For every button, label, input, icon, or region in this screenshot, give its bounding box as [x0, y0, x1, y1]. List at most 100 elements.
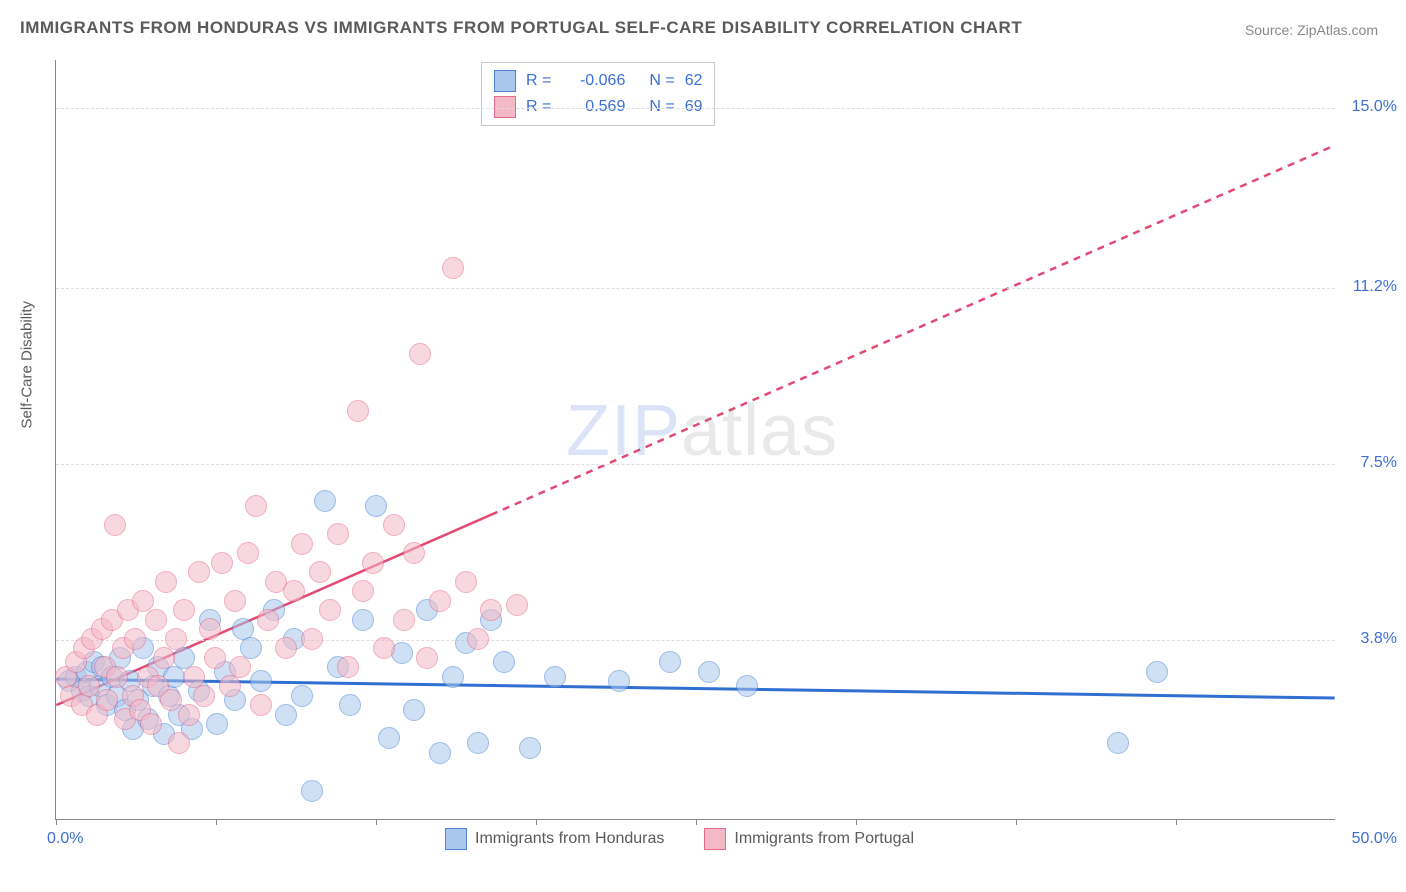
legend-series-label: Immigrants from Honduras — [475, 830, 664, 848]
scatter-point — [199, 618, 221, 640]
gridline — [56, 464, 1335, 465]
y-tick-label: 3.8% — [1361, 630, 1397, 648]
legend-series-item: Immigrants from Honduras — [445, 828, 664, 850]
legend-swatch — [494, 70, 516, 92]
scatter-point — [168, 732, 190, 754]
scatter-point — [403, 542, 425, 564]
y-tick-label: 7.5% — [1361, 454, 1397, 472]
x-tick — [1176, 819, 1177, 825]
scatter-point — [467, 732, 489, 754]
source-attribution: Source: ZipAtlas.com — [1245, 22, 1378, 38]
scatter-point — [339, 694, 361, 716]
watermark: ZIPatlas — [566, 390, 838, 472]
scatter-point — [224, 590, 246, 612]
scatter-point — [206, 713, 228, 735]
scatter-point — [506, 594, 528, 616]
scatter-point — [403, 699, 425, 721]
scatter-point — [352, 580, 374, 602]
scatter-point — [106, 666, 128, 688]
scatter-point — [442, 257, 464, 279]
x-tick — [696, 819, 697, 825]
scatter-point — [1146, 661, 1168, 683]
legend-n-label: N = — [649, 68, 674, 94]
scatter-point — [442, 666, 464, 688]
scatter-point — [362, 552, 384, 574]
chart-title: IMMIGRANTS FROM HONDURAS VS IMMIGRANTS F… — [20, 18, 1022, 38]
x-tick — [216, 819, 217, 825]
x-axis-max-label: 50.0% — [1352, 830, 1397, 848]
scatter-point — [544, 666, 566, 688]
scatter-point — [378, 727, 400, 749]
legend-series-label: Immigrants from Portugal — [734, 830, 914, 848]
scatter-point — [132, 590, 154, 612]
scatter-point — [275, 704, 297, 726]
watermark-thin: atlas — [681, 391, 838, 471]
scatter-point — [416, 647, 438, 669]
gridline — [56, 288, 1335, 289]
scatter-point — [250, 694, 272, 716]
legend-swatch — [704, 828, 726, 850]
legend-correlation-box: R =-0.066N =62R =0.569N =69 — [481, 62, 715, 126]
scatter-point — [178, 704, 200, 726]
x-tick — [376, 819, 377, 825]
y-tick-label: 11.2% — [1353, 278, 1397, 296]
scatter-point — [480, 599, 502, 621]
regression-lines-layer — [56, 60, 1335, 819]
scatter-point — [145, 609, 167, 631]
y-axis-label: Self-Care Disability — [19, 301, 36, 429]
scatter-point — [291, 685, 313, 707]
scatter-point — [409, 343, 431, 365]
legend-series: Immigrants from Honduras Immigrants from … — [445, 828, 914, 850]
y-tick-label: 15.0% — [1352, 98, 1397, 116]
scatter-point — [204, 647, 226, 669]
scatter-point — [608, 670, 630, 692]
scatter-point — [275, 637, 297, 659]
gridline — [56, 108, 1335, 109]
scatter-point — [309, 561, 331, 583]
scatter-point — [352, 609, 374, 631]
scatter-point — [257, 609, 279, 631]
scatter-point — [188, 561, 210, 583]
scatter-point — [393, 609, 415, 631]
watermark-bold: ZIP — [566, 391, 681, 471]
scatter-point — [373, 637, 395, 659]
x-tick — [56, 819, 57, 825]
scatter-point — [173, 599, 195, 621]
scatter-point — [467, 628, 489, 650]
x-tick — [856, 819, 857, 825]
scatter-point — [383, 514, 405, 536]
legend-series-item: Immigrants from Portugal — [704, 828, 914, 850]
scatter-point — [124, 628, 146, 650]
x-tick — [536, 819, 537, 825]
scatter-point — [301, 780, 323, 802]
scatter-point — [519, 737, 541, 759]
scatter-point — [219, 675, 241, 697]
scatter-point — [155, 571, 177, 593]
scatter-point — [229, 656, 251, 678]
scatter-point — [193, 685, 215, 707]
scatter-point — [301, 628, 323, 650]
scatter-point — [96, 689, 118, 711]
x-tick — [1016, 819, 1017, 825]
scatter-point — [327, 523, 349, 545]
legend-r-value: -0.066 — [561, 68, 625, 94]
scatter-point — [211, 552, 233, 574]
scatter-point — [319, 599, 341, 621]
scatter-point — [429, 742, 451, 764]
scatter-point — [237, 542, 259, 564]
legend-swatch — [445, 828, 467, 850]
plot-region: ZIPatlas R =-0.066N =62R =0.569N =69 3.8… — [55, 60, 1335, 820]
scatter-point — [314, 490, 336, 512]
scatter-point — [153, 647, 175, 669]
scatter-point — [365, 495, 387, 517]
legend-r-label: R = — [526, 68, 551, 94]
scatter-point — [493, 651, 515, 673]
scatter-point — [347, 400, 369, 422]
scatter-point — [698, 661, 720, 683]
scatter-point — [165, 628, 187, 650]
scatter-point — [429, 590, 451, 612]
chart-area: Self-Care Disability ZIPatlas R =-0.066N… — [55, 60, 1335, 820]
scatter-point — [245, 495, 267, 517]
scatter-point — [1107, 732, 1129, 754]
legend-stat-row: R =-0.066N =62 — [494, 68, 702, 94]
